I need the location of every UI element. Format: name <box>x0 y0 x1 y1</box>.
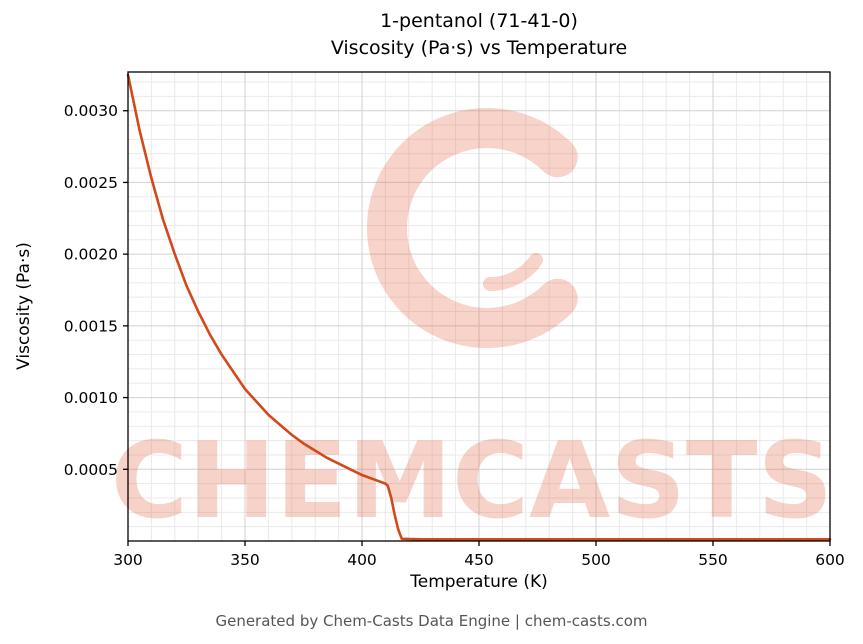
y-tick-label: 0.0030 <box>64 102 118 120</box>
x-tick-label: 300 <box>113 551 143 569</box>
watermark-logo-c-ring-icon <box>367 108 578 348</box>
chart-title-line1: 1-pentanol (71-41-0) <box>380 10 578 32</box>
x-axis-label: Temperature (K) <box>410 572 548 592</box>
data-line-viscosity <box>126 73 832 541</box>
chart-title-line2: Viscosity (Pa·s) vs Temperature <box>330 37 628 59</box>
watermark-logo-swirl-icon <box>483 253 543 292</box>
y-axis-label: Viscosity (Pa·s) <box>14 242 34 370</box>
y-tick-label: 0.0025 <box>64 174 118 192</box>
watermark-text: CHEMCASTS <box>111 420 833 542</box>
x-tick-label: 450 <box>464 551 494 569</box>
x-tick-label: 600 <box>815 551 845 569</box>
y-tick-label: 0.0020 <box>64 246 118 264</box>
footer-text: Generated by Chem-Casts Data Engine | ch… <box>215 612 648 630</box>
y-tick-label: 0.0005 <box>64 461 118 479</box>
y-tick-label: 0.0010 <box>64 389 118 407</box>
y-tick-label: 0.0015 <box>64 317 118 335</box>
x-tick-label: 400 <box>347 551 377 569</box>
chart-title: 1-pentanol (71-41-0) Viscosity (Pa·s) vs… <box>128 8 830 62</box>
x-tick-label: 350 <box>230 551 260 569</box>
x-tick-label: 500 <box>581 551 611 569</box>
x-tick-label: 550 <box>698 551 728 569</box>
